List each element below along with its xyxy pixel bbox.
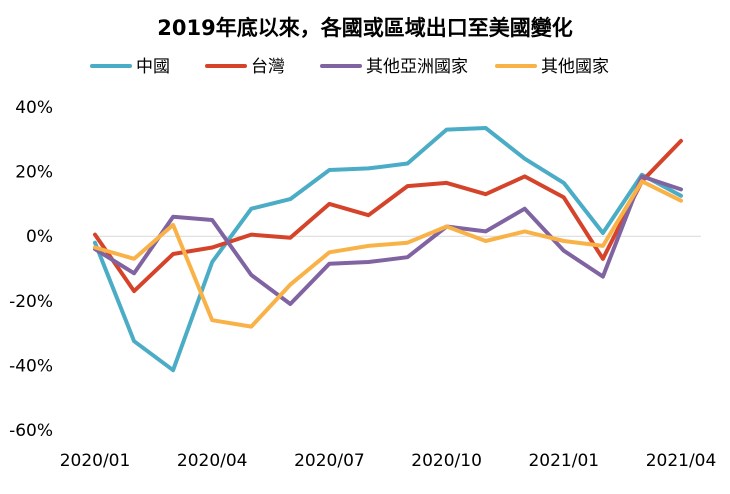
series-line-台灣 <box>93 138 683 294</box>
series-line-其他國家 <box>93 179 683 329</box>
y-tick-label: 40% <box>15 98 53 118</box>
x-tick-label: 2020/04 <box>177 451 248 471</box>
y-tick-label: 0% <box>26 227 53 247</box>
legend-label: 台灣 <box>251 57 285 77</box>
x-tick-label: 2021/04 <box>646 451 717 471</box>
y-tick-label: -20% <box>9 292 53 312</box>
series-lines <box>93 126 683 373</box>
legend-label: 其他亞洲國家 <box>366 57 468 77</box>
x-tick-label: 2020/01 <box>60 451 131 471</box>
series-line-中國 <box>93 126 683 373</box>
x-axis-ticks: 2020/01 2020/04 2020/07 2020/10 2021/01 2021/… <box>60 451 717 471</box>
x-tick-label: 2021/01 <box>528 451 599 471</box>
legend: 中國 台灣 其他亞洲國家 其他國家 <box>90 57 609 77</box>
y-axis-ticks: 40% 20% 0% -20% -40% -60% <box>9 98 53 441</box>
x-tick-label: 2020/10 <box>411 451 482 471</box>
legend-label: 中國 <box>136 57 170 77</box>
x-tick-label: 2020/07 <box>294 451 365 471</box>
series-line-其他亞洲國家 <box>93 174 683 306</box>
y-tick-label: 20% <box>15 163 53 183</box>
y-tick-label: -60% <box>9 421 53 441</box>
y-tick-label: -40% <box>9 356 53 376</box>
chart-title: 2019年底以來，各國或區域出口至美國變化 <box>157 16 572 40</box>
legend-label: 其他國家 <box>541 57 609 77</box>
